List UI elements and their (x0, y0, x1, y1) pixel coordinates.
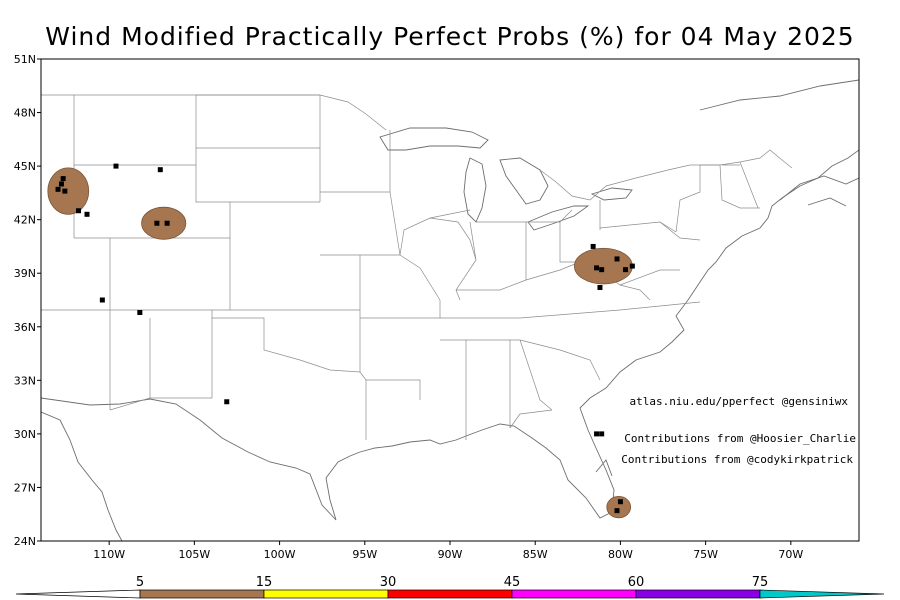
storm-report-marker (60, 176, 66, 182)
lon-tick-label: 100W (264, 548, 296, 561)
storm-report-marker (594, 431, 600, 437)
storm-report-marker (597, 285, 603, 291)
colorbar-segment (263, 589, 389, 599)
lon-tick-label: 90W (438, 548, 463, 561)
storm-report-marker (137, 309, 143, 315)
probability-area-1 (47, 167, 90, 215)
lon-tick-label: 80W (608, 548, 633, 561)
lat-tick-label: 36N (14, 321, 36, 334)
storm-report-marker (154, 220, 160, 226)
storm-report-marker (614, 256, 620, 262)
coastline-gulf-atlantic (41, 149, 859, 521)
storm-reports (55, 163, 635, 514)
storm-report-marker (75, 208, 81, 214)
lat-tick-label: 48N (14, 107, 36, 120)
storm-report-marker (629, 263, 635, 269)
colorbar: 5 15 30 45 60 75 (15, 575, 885, 599)
credit-line-2: Contributions from @Hoosier_Charlie (624, 432, 856, 445)
colorbar-label: 5 (136, 575, 144, 590)
lon-tick-label: 70W (778, 548, 803, 561)
storm-report-marker (614, 508, 620, 514)
storm-report-marker (164, 220, 170, 226)
storm-report-marker (84, 211, 90, 217)
lat-tick-label: 51N (14, 53, 36, 66)
storm-report-marker (590, 243, 596, 249)
colorbar-label: 30 (380, 575, 397, 590)
colorbar-label: 15 (256, 575, 273, 590)
longitude-axis: 110W 105W 100W 95W 90W 85W 80W 75W 70W (93, 541, 803, 561)
colorbar-label: 45 (504, 575, 521, 590)
probability-area-4 (606, 495, 632, 519)
colorbar-segment (139, 589, 265, 599)
coastline-pacific (41, 411, 123, 541)
colorbar-segment (635, 589, 761, 599)
lon-tick-label: 85W (523, 548, 548, 561)
storm-report-marker (224, 399, 230, 405)
basemap (41, 79, 859, 541)
credit-line-3: Contributions from @codykirkpatrick (621, 453, 853, 466)
colorbar-label: 75 (752, 575, 769, 590)
storm-report-marker (113, 163, 119, 169)
probability-area-2 (141, 206, 187, 240)
storm-report-marker (599, 431, 605, 437)
map-title: Wind Modified Practically Perfect Probs … (45, 22, 855, 51)
lake-erie (527, 205, 590, 231)
lat-tick-label: 27N (14, 481, 36, 494)
lat-tick-label: 42N (14, 214, 36, 227)
colorbar-low-triangle (15, 589, 141, 599)
lon-tick-label: 105W (178, 548, 210, 561)
credit-line-1: atlas.niu.edu/pperfect @gensiniwx (629, 395, 848, 408)
latitude-axis: 51N 48N 45N 42N 39N 36N 33N 30N 27N 24N (14, 53, 41, 548)
lon-tick-label: 110W (93, 548, 125, 561)
lon-tick-label: 95W (352, 548, 377, 561)
lake-ontario (590, 187, 633, 201)
lat-tick-label: 33N (14, 374, 36, 387)
lat-tick-label: 24N (14, 535, 36, 548)
storm-report-marker (157, 167, 163, 173)
lat-tick-label: 45N (14, 160, 36, 173)
lon-tick-label: 75W (693, 548, 718, 561)
probability-area-3 (574, 247, 633, 285)
colorbar-segment (387, 589, 513, 599)
colorbar-high-triangle (759, 589, 885, 599)
storm-report-marker (55, 186, 61, 192)
storm-report-marker (623, 267, 629, 273)
state-borders (41, 94, 793, 440)
storm-report-marker (58, 181, 64, 187)
lake-huron (499, 157, 549, 205)
storm-report-marker (594, 265, 600, 271)
storm-report-marker (99, 297, 105, 303)
canada-coast (699, 79, 859, 111)
map-background (41, 59, 859, 541)
colorbar-label: 60 (628, 575, 645, 590)
lat-tick-label: 30N (14, 428, 36, 441)
lake-superior (379, 127, 489, 151)
storm-report-marker (599, 267, 605, 273)
storm-report-marker (62, 188, 68, 194)
colorbar-segment (511, 589, 637, 599)
lat-tick-label: 39N (14, 267, 36, 280)
storm-report-marker (617, 499, 623, 505)
